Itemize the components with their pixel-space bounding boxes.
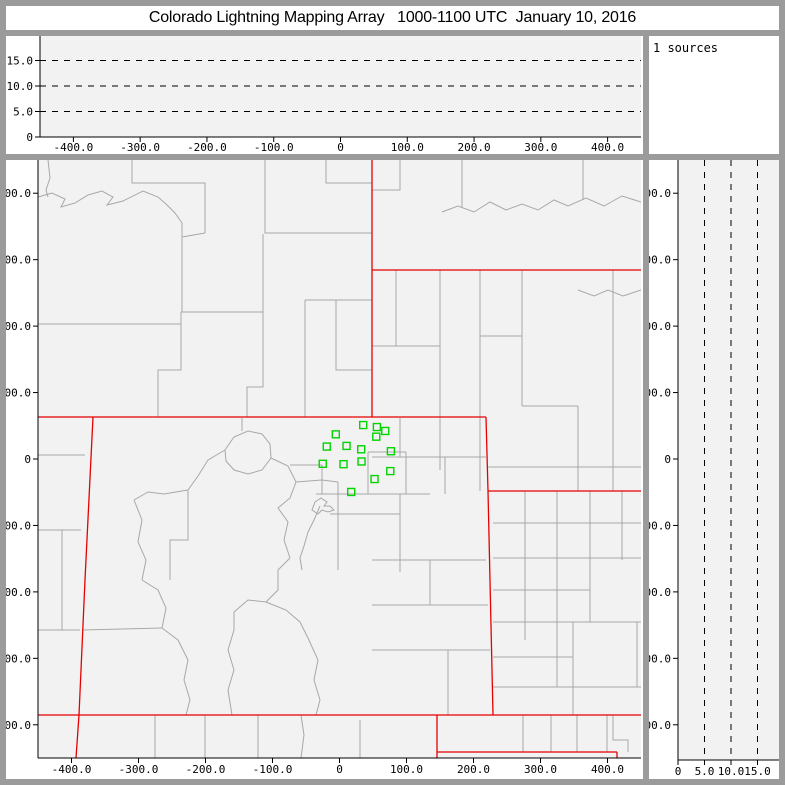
svg-text:-100.0: -100.0 [253,763,293,776]
svg-text:-300.0: -300.0 [119,763,159,776]
station-marker [347,487,356,497]
svg-text:-400.0: -400.0 [649,719,671,732]
svg-text:100.0: 100.0 [390,763,423,776]
svg-text:-400.0: -400.0 [6,719,31,732]
svg-text:15.0: 15.0 [7,55,34,68]
svg-text:400.0: 400.0 [6,187,31,200]
svg-text:-300.0: -300.0 [649,652,671,665]
station-marker [322,442,331,451]
svg-text:-100.0: -100.0 [649,519,671,532]
station-marker [381,426,390,436]
station-marker [331,430,341,439]
svg-text:0: 0 [24,453,31,466]
svg-text:15.0: 15.0 [744,765,771,778]
svg-text:100.0: 100.0 [649,387,671,400]
altitude-vs-northsouth-panel[interactable]: 400.0 300.0 200.0 100.0 0 -100.0 -200.0 -300.0 -… [649,160,779,779]
station-marker [357,457,366,466]
state-borders-layer [38,160,641,759]
svg-text:-200.0: -200.0 [6,586,31,599]
svg-text:5.0: 5.0 [695,765,715,778]
station-marker [359,420,368,430]
svg-text:300.0: 300.0 [6,254,31,267]
svg-text:100.0: 100.0 [391,141,424,154]
page-title: Colorado Lightning Mapping Array 1000-11… [148,9,637,26]
svg-text:200.0: 200.0 [457,141,490,154]
svg-text:0: 0 [664,453,671,466]
altitude-vs-eastwest-plot[interactable]: 0 5.0 10.0 15.0 -400.0 -300.0 -200.0 -100.0 0 100… [6,36,643,154]
svg-text:200.0: 200.0 [649,320,671,333]
county-borders-layer [37,160,642,759]
svg-text:200.0: 200.0 [6,320,31,333]
svg-text:300.0: 300.0 [524,141,557,154]
svg-text:-300.0: -300.0 [120,141,160,154]
plan-view-map-panel[interactable]: 400.0 300.0 200.0 100.0 0 -100.0 -200.0 -300.0 -… [6,160,643,779]
svg-text:300.0: 300.0 [649,254,671,267]
station-marker [342,441,351,451]
station-marker [370,474,379,484]
svg-text:-100.0: -100.0 [6,519,31,532]
svg-text:-100.0: -100.0 [254,141,294,154]
svg-text:400.0: 400.0 [591,763,624,776]
altitude-vs-northsouth-plot[interactable]: 400.0 300.0 200.0 100.0 0 -100.0 -200.0 -300.0 -… [649,160,779,779]
svg-text:-200.0: -200.0 [649,586,671,599]
svg-text:0: 0 [675,765,682,778]
station-marker [386,447,396,456]
lma-station-markers [318,420,396,497]
altitude-vs-eastwest-panel[interactable]: 0 5.0 10.0 15.0 -400.0 -300.0 -200.0 -100.0 0 100… [6,36,643,154]
station-marker [357,445,366,454]
svg-text:400.0: 400.0 [649,187,671,200]
station-marker [372,432,381,441]
station-marker [318,459,327,468]
source-histogram-panel[interactable]: 1 sources [649,36,779,154]
svg-text:-400.0: -400.0 [54,141,94,154]
svg-text:5.0: 5.0 [13,106,33,119]
svg-text:0: 0 [337,141,344,154]
svg-text:0: 0 [26,131,33,144]
svg-text:100.0: 100.0 [6,387,31,400]
svg-text:-200.0: -200.0 [186,763,226,776]
svg-text:-200.0: -200.0 [187,141,227,154]
station-marker [372,422,382,432]
station-marker [339,459,348,469]
station-marker [386,466,395,476]
svg-text:0: 0 [336,763,343,776]
title-bar: Colorado Lightning Mapping Array 1000-11… [6,6,779,30]
svg-text:10.0: 10.0 [7,80,34,93]
svg-text:300.0: 300.0 [524,763,557,776]
plan-view-map-plot[interactable]: 400.0 300.0 200.0 100.0 0 -100.0 -200.0 -300.0 -… [6,160,643,779]
source-count-label: 1 sources [653,41,719,55]
svg-text:400.0: 400.0 [591,141,624,154]
svg-text:-400.0: -400.0 [52,763,92,776]
svg-text:-300.0: -300.0 [6,652,31,665]
svg-text:10.0: 10.0 [718,765,745,778]
svg-text:200.0: 200.0 [457,763,490,776]
